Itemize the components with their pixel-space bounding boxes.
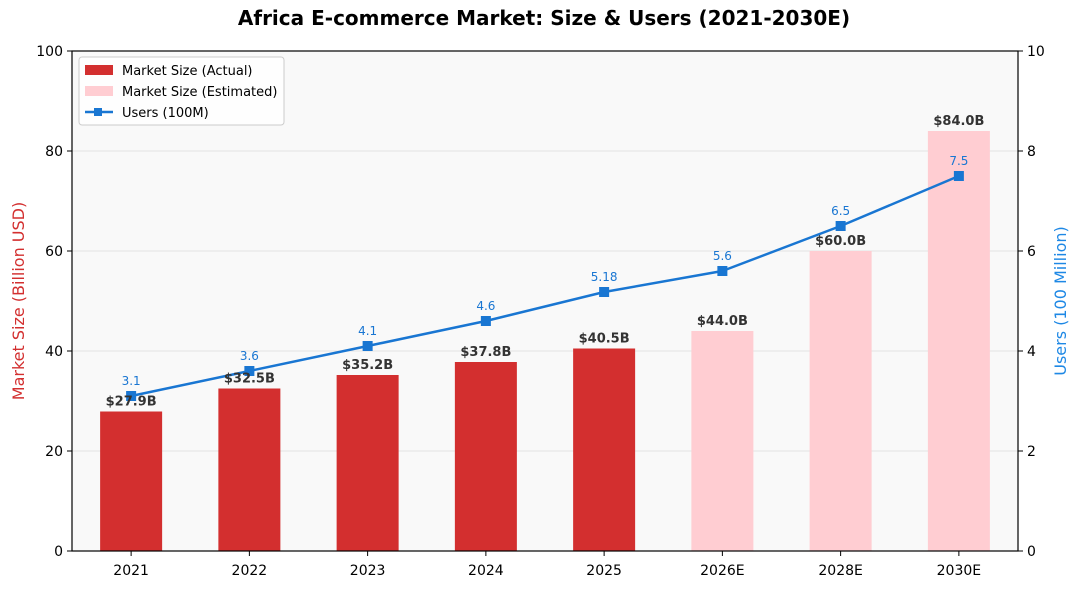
x-tick-label: 2028E bbox=[818, 563, 862, 579]
bar-label-2030e: $84.0B bbox=[933, 114, 984, 129]
users-label-2022: 3.6 bbox=[240, 349, 259, 363]
y-tick-label: 20 bbox=[45, 444, 63, 460]
x-tick-label: 2026E bbox=[700, 563, 744, 579]
users-marker-2023 bbox=[362, 341, 373, 351]
chart-title: Africa E-commerce Market: Size & Users (… bbox=[237, 6, 851, 30]
y-right-tick-label: 8 bbox=[1027, 144, 1036, 160]
y-right-axis-title: Users (100 Million) bbox=[1051, 226, 1070, 376]
bar-label-2025: $40.5B bbox=[579, 332, 630, 347]
x-tick-label: 2022 bbox=[232, 563, 268, 579]
bar-actual-2025 bbox=[573, 348, 636, 551]
users-marker-2030e bbox=[953, 171, 964, 181]
y-tick-label: 80 bbox=[45, 144, 63, 160]
y-right-tick-label: 6 bbox=[1027, 244, 1036, 260]
users-label-2025: 5.18 bbox=[591, 270, 618, 284]
y-tick-label: 0 bbox=[54, 544, 63, 560]
users-marker-2028e bbox=[835, 221, 846, 231]
legend-swatch-actual bbox=[85, 65, 113, 75]
legend: Market Size (Actual) Market Size (Estimat… bbox=[78, 56, 285, 126]
users-marker-2025 bbox=[599, 287, 610, 297]
legend-box bbox=[78, 56, 285, 126]
users-line-group bbox=[126, 171, 964, 401]
bar-label-2026e: $44.0B bbox=[697, 314, 748, 329]
bar-label-2022: $32.5B bbox=[224, 372, 275, 387]
y-right-tick-label: 4 bbox=[1027, 344, 1036, 360]
bar-estimated-2030e bbox=[927, 131, 990, 551]
legend-label-actual: Market Size (Actual) bbox=[122, 64, 253, 79]
users-label-2030e: 7.5 bbox=[949, 154, 968, 168]
legend-marker-users bbox=[94, 108, 102, 116]
y-axis-title: Market Size (Billion USD) bbox=[9, 202, 28, 400]
bar-actual-2023 bbox=[336, 375, 399, 551]
legend-label-users: Users (100M) bbox=[122, 106, 209, 121]
x-tick-label: 2024 bbox=[468, 563, 504, 579]
y-tick-label: 40 bbox=[45, 344, 63, 360]
bar-actual-2022 bbox=[218, 388, 281, 551]
bar-label-2028e: $60.0B bbox=[815, 234, 866, 249]
bar-actual-2021 bbox=[100, 411, 163, 551]
x-tick-label: 2023 bbox=[350, 563, 386, 579]
users-line bbox=[130, 174, 960, 398]
axes: 0 20 40 60 80 100 0 2 4 6 8 10 2021 2022 2023 2024 2025 2… bbox=[9, 44, 1070, 579]
legend-label-estimated: Market Size (Estimated) bbox=[122, 85, 277, 100]
users-label-2021: 3.1 bbox=[122, 374, 141, 388]
y-right-tick-label: 10 bbox=[1027, 44, 1045, 60]
plot-frame bbox=[71, 50, 1019, 552]
y-tick-label: 100 bbox=[36, 44, 63, 60]
y-tick-label: 60 bbox=[45, 244, 63, 260]
users-label-2026e: 5.6 bbox=[713, 249, 732, 263]
x-tick-label: 2021 bbox=[113, 563, 149, 579]
legend-swatch-estimated bbox=[85, 86, 113, 96]
bar-actual-2024 bbox=[454, 362, 517, 551]
users-marker-2024 bbox=[480, 316, 491, 326]
users-label-2023: 4.1 bbox=[358, 324, 377, 338]
users-label-2028e: 6.5 bbox=[831, 204, 850, 218]
users-marker-2022 bbox=[244, 366, 255, 376]
users-marker-2026e bbox=[717, 266, 728, 276]
plot-background bbox=[72, 51, 1018, 551]
x-tick-label: 2030E bbox=[937, 563, 981, 579]
bar-estimated-2028e bbox=[809, 251, 872, 551]
users-label-2024: 4.6 bbox=[476, 299, 495, 313]
bar-estimated-2026e bbox=[691, 331, 754, 551]
bar-label-2021: $27.9B bbox=[106, 395, 157, 410]
bar-label-2023: $35.2B bbox=[342, 358, 393, 373]
users-marker-2021 bbox=[126, 391, 137, 401]
data-labels: $27.9B $32.5B $35.2B $37.8B $40.5B $44.0B $60.… bbox=[106, 114, 985, 410]
x-tick-label: 2025 bbox=[586, 563, 622, 579]
bars bbox=[100, 131, 990, 551]
y-right-tick-label: 0 bbox=[1027, 544, 1036, 560]
bar-label-2024: $37.8B bbox=[460, 345, 511, 360]
y-right-tick-label: 2 bbox=[1027, 444, 1036, 460]
